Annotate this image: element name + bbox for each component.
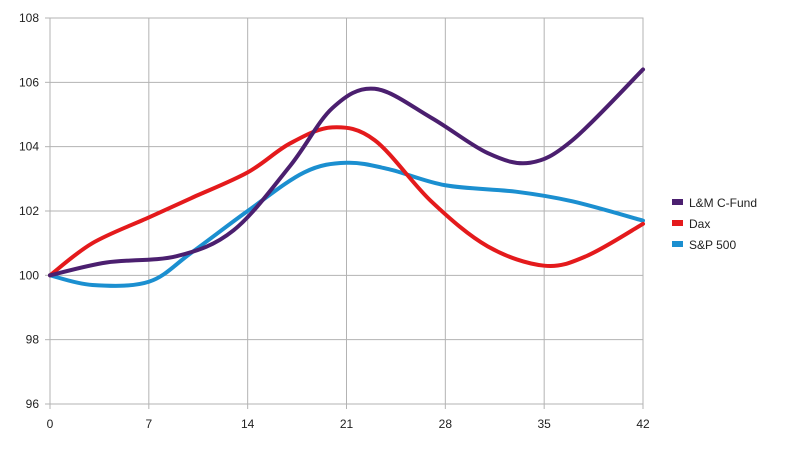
legend: L&M C-Fund Dax S&P 500: [672, 196, 757, 252]
x-tick-label: 21: [340, 417, 354, 431]
x-tick-label: 35: [537, 417, 551, 431]
x-tick-label: 28: [439, 417, 453, 431]
plot-frame: [49, 17, 644, 405]
x-tick-label: 14: [241, 417, 255, 431]
x-tick-label: 0: [47, 417, 54, 431]
y-tick-label: 102: [19, 204, 39, 218]
tick-labels: 96 98 100 102 104 106 108 0 7 14 21 28 35 42: [19, 11, 650, 431]
legend-swatch-l-m-c-fund: [672, 199, 683, 205]
legend-label-l-m-c-fund: L&M C-Fund: [689, 196, 757, 210]
series-line-s-p-500: [48, 160, 645, 288]
y-tick-label: 98: [26, 333, 40, 347]
y-tick-label: 96: [26, 397, 40, 411]
legend-label-s-p-500: S&P 500: [689, 238, 736, 252]
series-line-l-m-c-fund: [48, 67, 645, 278]
y-tick-label: 100: [19, 268, 39, 282]
y-tick-label: 104: [19, 140, 39, 154]
series-lines: [48, 67, 645, 288]
legend-swatch-dax: [672, 220, 683, 226]
legend-label-dax: Dax: [689, 217, 710, 231]
series-line-dax: [48, 125, 645, 278]
x-tick-label: 7: [145, 417, 152, 431]
y-tick-label: 106: [19, 75, 39, 89]
legend-swatch-s-p-500: [672, 241, 683, 247]
axes: [45, 17, 644, 409]
y-tick-label: 108: [19, 11, 39, 25]
x-tick-label: 42: [636, 417, 650, 431]
